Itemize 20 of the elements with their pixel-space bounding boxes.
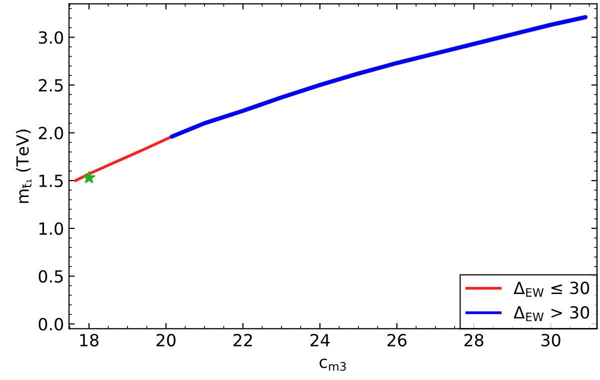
x-tick-label: 24	[310, 334, 330, 346]
y-tick-label: 2.0	[38, 126, 64, 140]
y-tick-label: 0.0	[38, 318, 64, 330]
y-tick-label: 1.0	[39, 222, 64, 235]
y-tick-label: 0.5	[38, 270, 63, 283]
x-tick-label: 26	[388, 334, 406, 346]
y-axis-title: m$_{t̃₁}$ (TeV)	[16, 130, 32, 203]
x-tick-label: 30	[541, 334, 560, 346]
x-tick-label: 18	[80, 334, 98, 346]
x-tick-label: 22	[234, 334, 252, 346]
legend-label: Δ$_{EW}$ > 30	[514, 306, 590, 322]
line-series	[170, 15, 588, 139]
line-series	[74, 135, 174, 182]
x-tick-label: 28	[464, 334, 484, 346]
x-tick-label: 20	[156, 334, 176, 346]
legend-label: Δ$_{EW}$ ≤ 30	[514, 282, 590, 297]
y-tick-label: 2.5	[38, 78, 63, 92]
y-tick-label: 1.5	[39, 174, 63, 188]
x-axis-title: c$_{m3}$	[320, 358, 346, 371]
y-tick-label: 3.0	[38, 31, 64, 44]
